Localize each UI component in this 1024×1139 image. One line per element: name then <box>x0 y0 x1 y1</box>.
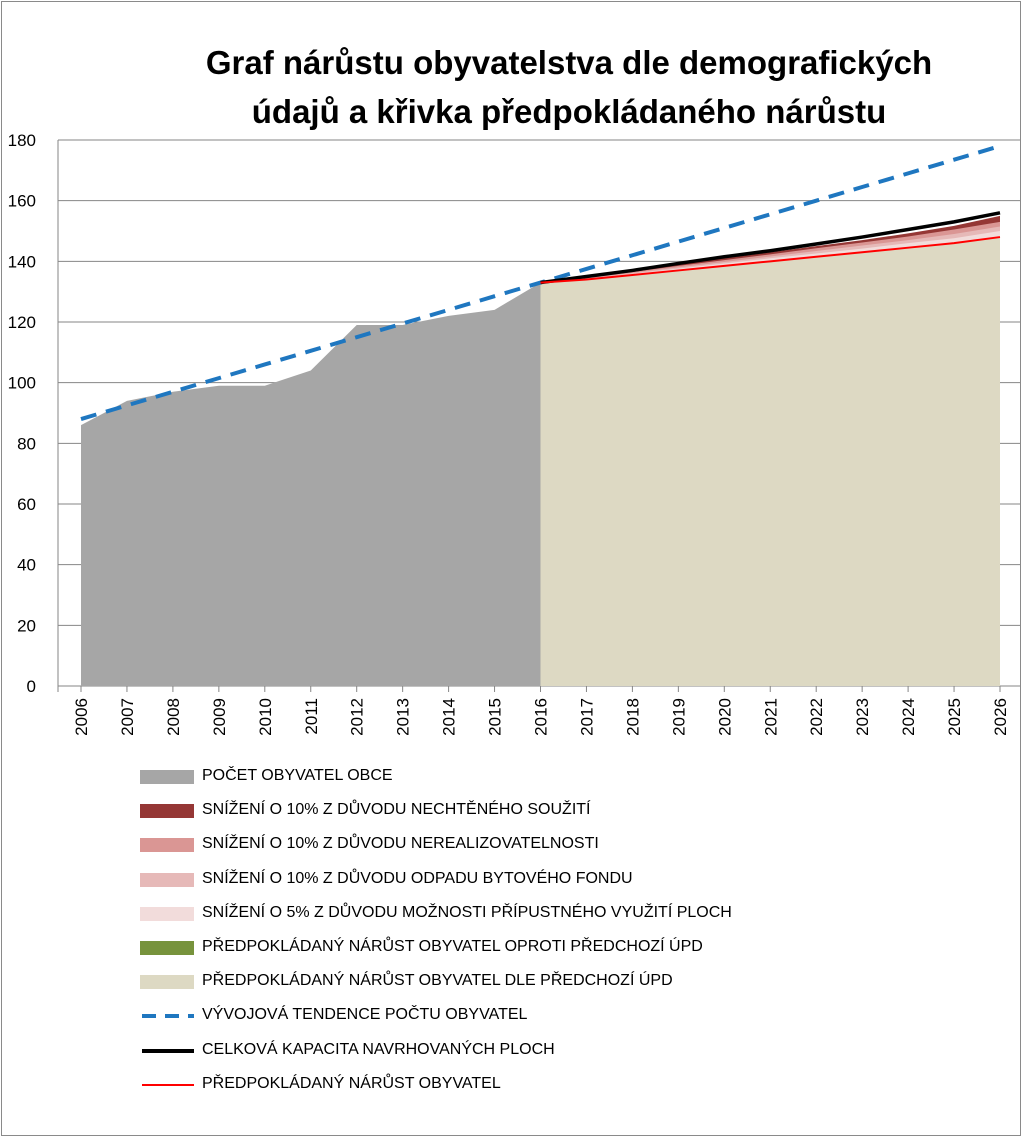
legend-label: PŘEDPOKLÁDANÝ NÁRŮST OBYVATEL <box>202 1074 501 1092</box>
legend-label: PŘEDPOKLÁDANÝ NÁRŮST OBYVATEL DLE PŘEDCH… <box>202 972 673 990</box>
legend-swatch <box>140 975 194 990</box>
chart-plot: 0 20 40 60 80 100 120 140 160 180 2006 2007 2008 2009… <box>8 131 1020 736</box>
x-tick-label-2024: 2024 <box>899 698 918 736</box>
legend-item: SNÍŽENÍ O 10% Z DŮVODU NEREALIZOVATELNOS… <box>140 830 940 860</box>
y-tick-label-120: 120 <box>8 313 36 332</box>
legend-line-swatch <box>142 1048 194 1053</box>
x-tick-label-2010: 2010 <box>256 698 275 736</box>
x-tick-label-2021: 2021 <box>761 698 780 736</box>
legend-item: PŘEDPOKLÁDANÝ NÁRŮST OBYVATEL DLE PŘEDCH… <box>140 967 940 997</box>
y-tick-label-160: 160 <box>8 192 36 211</box>
x-tick-label-2009: 2009 <box>210 698 229 736</box>
x-tick-label-2022: 2022 <box>807 698 826 736</box>
legend-item: SNÍŽENÍ O 10% Z DŮVODU NECHTĚNÉHO SOUŽIT… <box>140 796 940 826</box>
x-tick-label-2025: 2025 <box>945 698 964 736</box>
x-tick-label-2012: 2012 <box>348 698 367 736</box>
legend-label: POČET OBYVATEL OBCE <box>202 767 393 784</box>
legend-swatch <box>140 941 194 955</box>
legend-item: POČET OBYVATEL OBCE <box>140 762 940 792</box>
legend-label: SNÍŽENÍ O 10% Z DŮVODU ODPADU BYTOVÉHO F… <box>202 869 633 887</box>
x-tick-label-2013: 2013 <box>394 698 413 736</box>
area-series-5 <box>81 282 541 686</box>
x-tick-label-2016: 2016 <box>532 698 551 736</box>
y-tick-label-140: 140 <box>8 252 36 271</box>
legend-swatch <box>140 906 194 921</box>
legend-swatch <box>140 838 194 853</box>
x-tick-label-2006: 2006 <box>72 698 91 736</box>
y-tick-label-80: 80 <box>17 434 36 453</box>
y-tick-label-40: 40 <box>17 556 36 575</box>
legend-item: VÝVOJOVÁ TENDENCE POČTU OBYVATEL <box>140 1001 940 1031</box>
area-series-4 <box>540 237 1000 687</box>
legend-label: PŘEDPOKLÁDANÝ NÁRŮST OBYVATEL OPROTI PŘE… <box>202 938 703 955</box>
x-tick-label-2026: 2026 <box>991 698 1010 736</box>
legend-swatch <box>140 872 194 887</box>
x-tick-label-2011: 2011 <box>302 698 321 735</box>
y-tick-label-60: 60 <box>17 495 36 514</box>
legend-item: SNÍŽENÍ O 5% Z DŮVODU MOŽNOSTI PŘÍPUSTNÉ… <box>140 899 940 929</box>
x-tick-label-2015: 2015 <box>486 698 505 736</box>
legend-label: CELKOVÁ KAPACITA NAVRHOVANÝCH PLOCH <box>202 1040 555 1058</box>
x-tick-label-2008: 2008 <box>164 698 183 736</box>
legend-line-swatch <box>142 1083 194 1086</box>
legend-swatch <box>140 804 194 819</box>
x-tick-label-2007: 2007 <box>118 698 137 736</box>
legend-label: VÝVOJOVÁ TENDENCE POČTU OBYVATEL <box>202 1006 528 1024</box>
x-tick-label-2017: 2017 <box>577 698 596 736</box>
y-tick-label-180: 180 <box>8 131 36 150</box>
legend-line-swatch <box>142 1014 194 1019</box>
y-tick-label-0: 0 <box>27 677 36 696</box>
legend-label: SNÍŽENÍ O 10% Z DŮVODU NECHTĚNÉHO SOUŽIT… <box>202 801 591 819</box>
chart-title-line-2: údajů a křivka předpokládaného nárůstu <box>251 93 887 130</box>
y-tick-label-20: 20 <box>17 616 36 635</box>
line-series-9 <box>540 236 1001 284</box>
legend-item: PŘEDPOKLÁDANÝ NÁRŮST OBYVATEL <box>140 1070 940 1100</box>
legend-label: SNÍŽENÍ O 10% Z DŮVODU NEREALIZOVATELNOS… <box>202 835 599 853</box>
chart-title: Graf nárůstu obyvatelstva dle demografic… <box>112 38 1024 136</box>
legend-item: PŘEDPOKLÁDANÝ NÁRŮST OBYVATEL OPROTI PŘE… <box>140 933 940 963</box>
x-tick-label-2014: 2014 <box>440 698 459 736</box>
legend-item: CELKOVÁ KAPACITA NAVRHOVANÝCH PLOCH <box>140 1036 940 1066</box>
x-tick-label-2023: 2023 <box>853 698 872 736</box>
x-tick-label-2018: 2018 <box>623 698 642 736</box>
legend-swatch <box>140 770 194 784</box>
legend-label: SNÍŽENÍ O 5% Z DŮVODU MOŽNOSTI PŘÍPUSTNÉ… <box>202 903 732 921</box>
x-tick-label-2019: 2019 <box>669 698 688 736</box>
chart-title-line-1: Graf nárůstu obyvatelstva dle demografic… <box>205 44 933 81</box>
x-tick-label-2020: 2020 <box>715 698 734 736</box>
y-tick-label-100: 100 <box>8 374 36 393</box>
line-series-8 <box>540 211 1001 285</box>
legend-item: SNÍŽENÍ O 10% Z DŮVODU ODPADU BYTOVÉHO F… <box>140 865 940 895</box>
